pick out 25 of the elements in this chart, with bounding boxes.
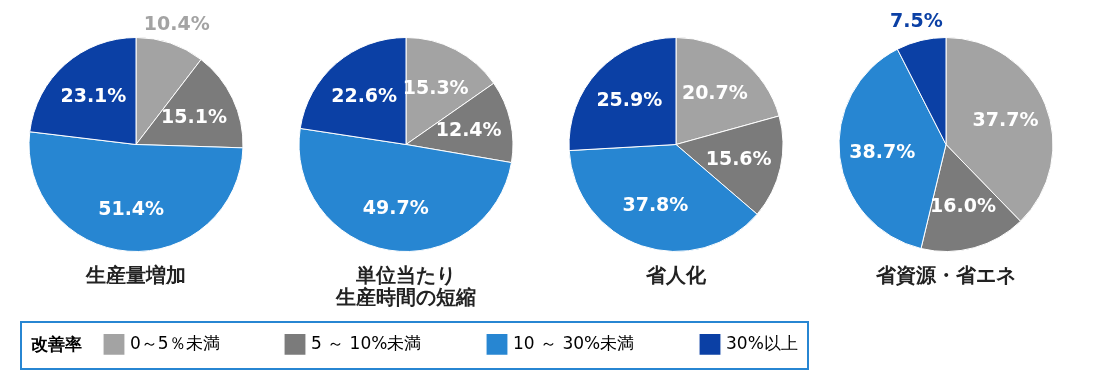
- data-label: 15.1%: [161, 104, 227, 127]
- text: 省人化: [645, 262, 707, 287]
- data-label: 38.7%: [849, 140, 916, 163]
- legend-label: 0～5％未満: [130, 333, 220, 354]
- data-label: 15.6%: [705, 146, 772, 169]
- text: 生産時間の短縮: [335, 284, 476, 309]
- data-label: 51.4%: [98, 196, 165, 219]
- legend-title: 改善率: [31, 334, 82, 354]
- legend-label: 10 ～ 30%未満: [513, 333, 635, 354]
- legend-label: 5 ～ 10%未満: [311, 333, 422, 354]
- data-label: 7.5%: [889, 9, 943, 32]
- data-label: 37.7%: [972, 108, 1039, 131]
- data-label: 23.1%: [60, 84, 127, 107]
- text: 単位当たり: [355, 262, 456, 287]
- data-label: 20.7%: [681, 81, 748, 104]
- data-label: 10.4%: [143, 12, 210, 35]
- legend-label: 30%以上: [726, 333, 798, 354]
- data-label: 22.6%: [331, 83, 398, 106]
- data-label: 49.7%: [362, 195, 429, 218]
- data-label: 12.4%: [435, 118, 502, 141]
- text: 生産量増加: [85, 262, 186, 287]
- data-label: 25.9%: [596, 88, 663, 111]
- text: 省資源・省エネ: [875, 262, 1016, 287]
- data-label: 16.0%: [930, 194, 996, 217]
- data-label: 37.8%: [622, 193, 689, 216]
